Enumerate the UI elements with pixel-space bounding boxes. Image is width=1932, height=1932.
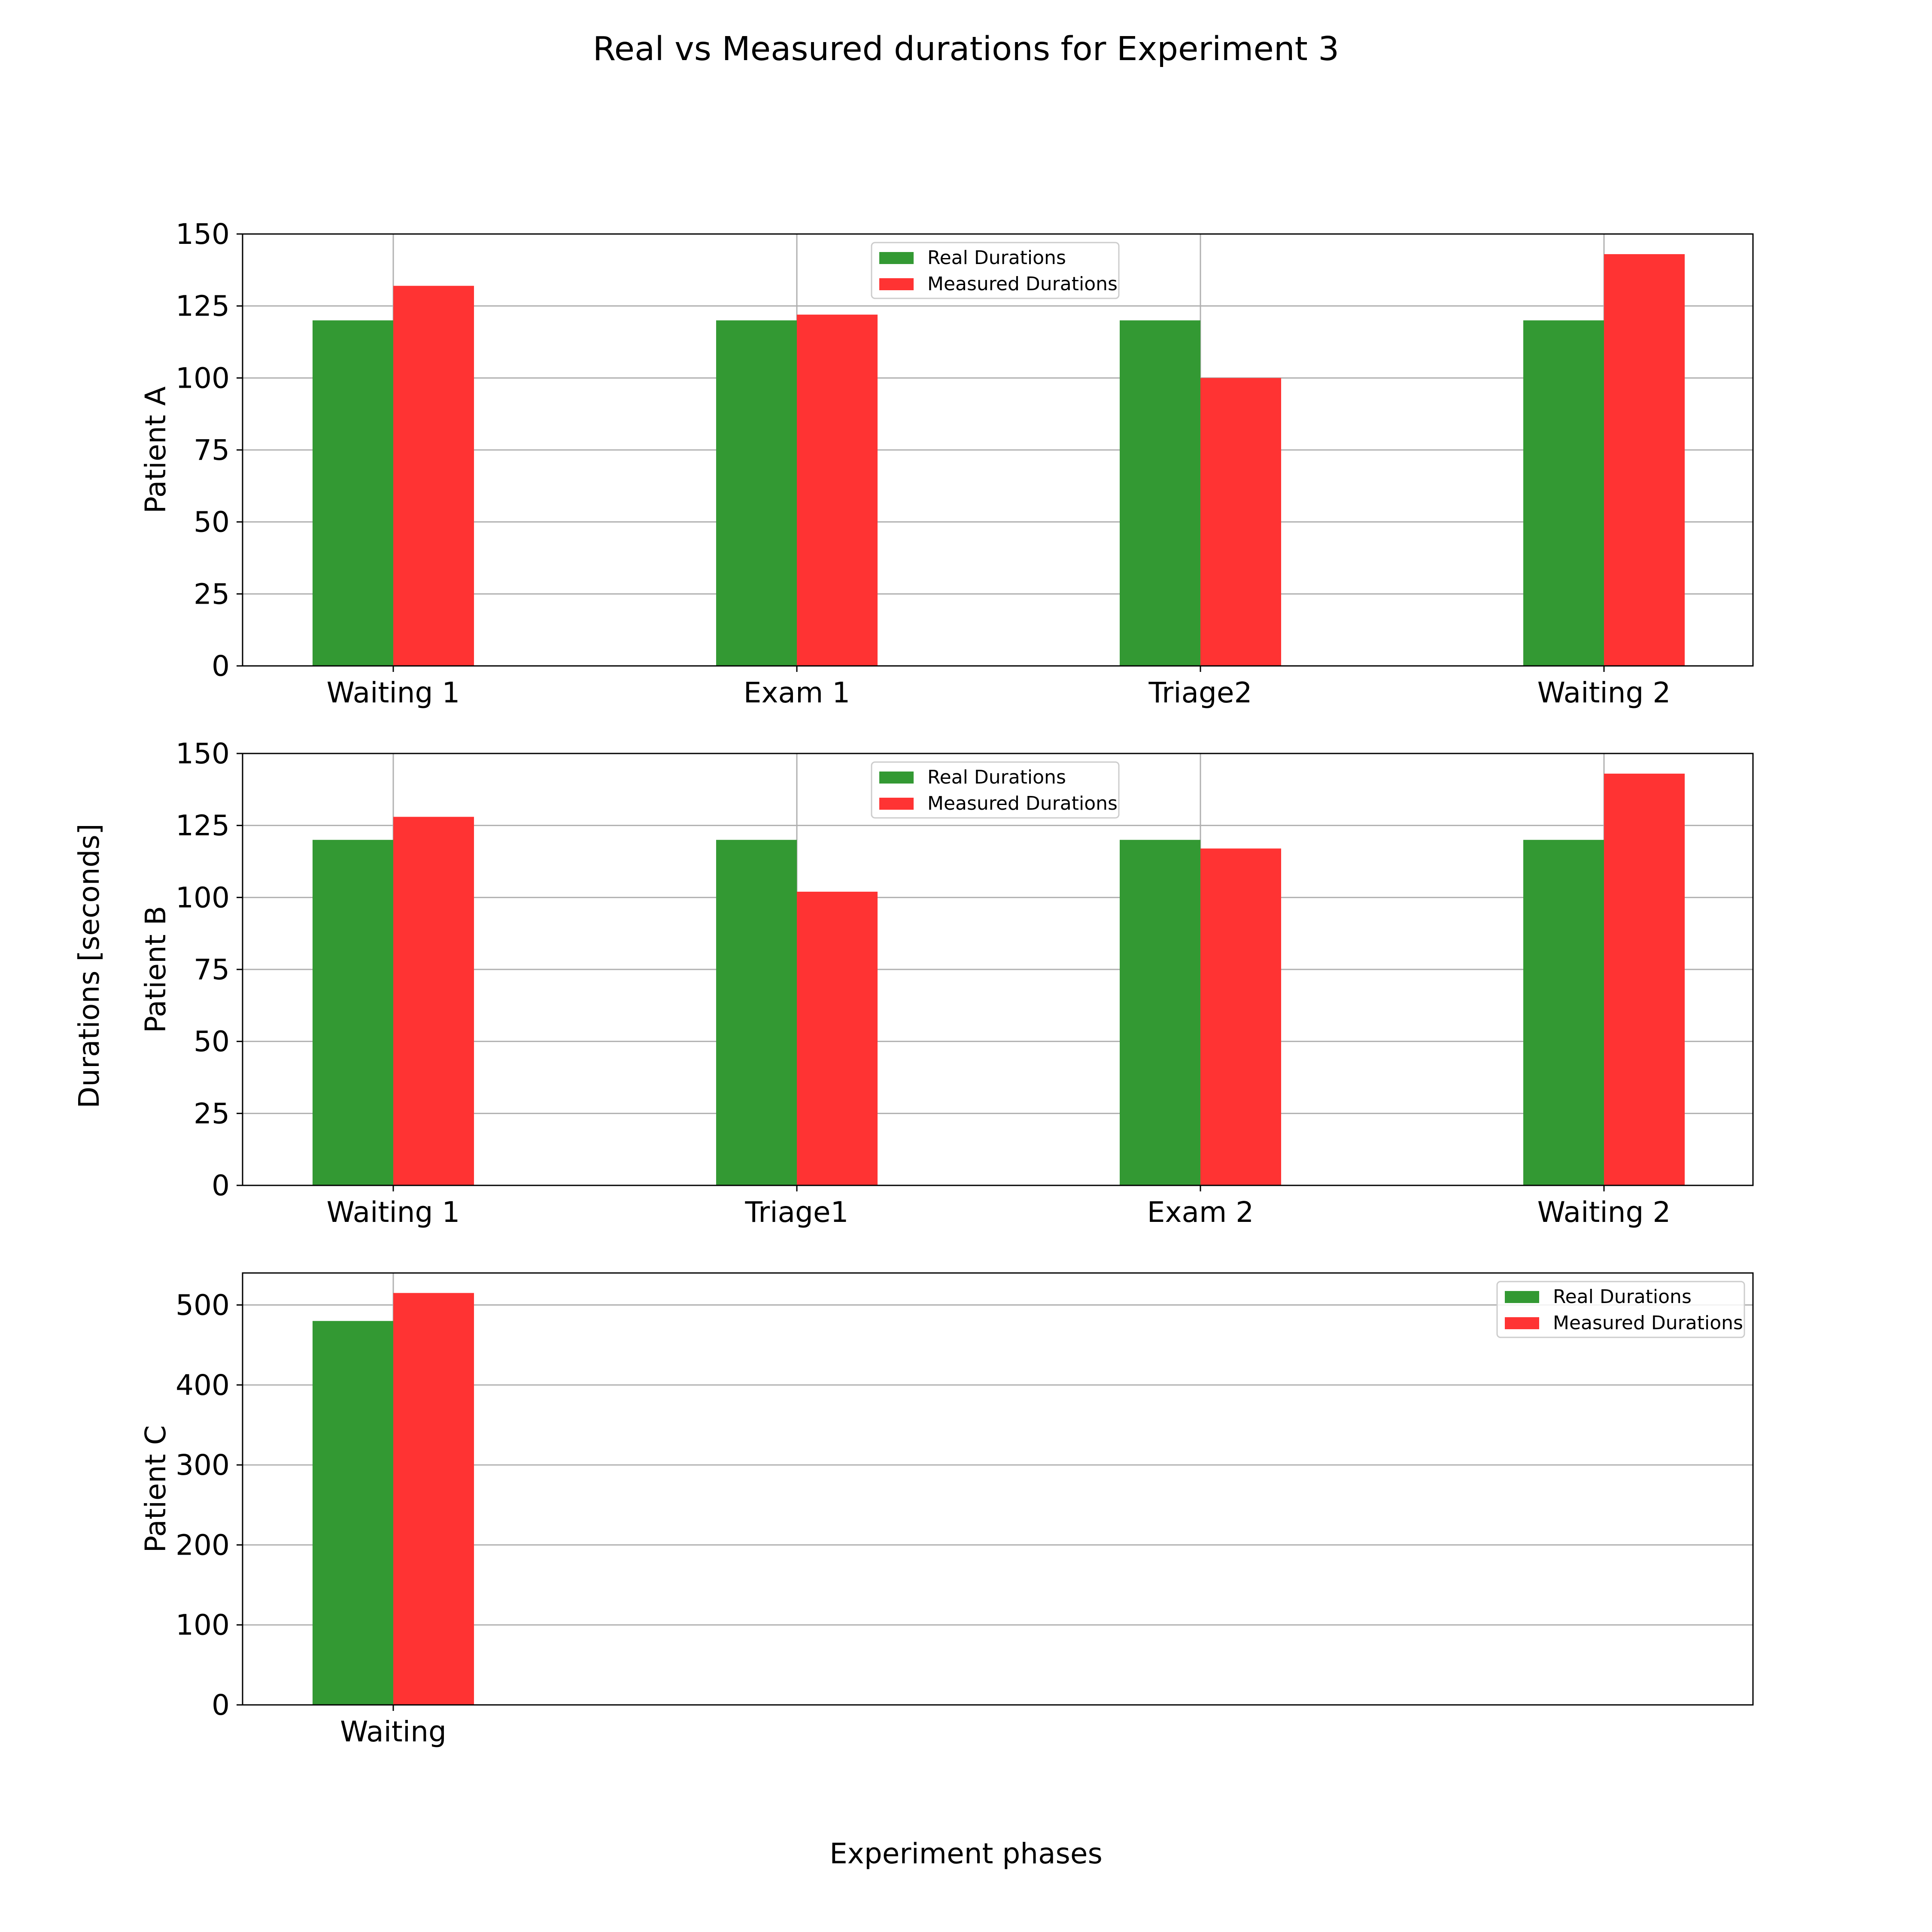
y-tick-label: 0 — [212, 1689, 230, 1722]
subplot-ylabel: Patient C — [139, 1425, 172, 1553]
bar-real-exam-1 — [716, 320, 797, 666]
bar-real-exam-2 — [1120, 840, 1200, 1185]
bar-real-waiting — [313, 1321, 393, 1705]
y-tick-label: 100 — [176, 881, 230, 914]
x-tick-label: Waiting 1 — [327, 676, 460, 709]
figure-xlabel: Experiment phases — [829, 1837, 1103, 1870]
legend-swatch-real — [1505, 1291, 1539, 1303]
bar-measured-triage2 — [1200, 378, 1281, 666]
x-tick-label: Waiting 2 — [1537, 1196, 1671, 1229]
legend-label-measured: Measured Durations — [927, 793, 1118, 814]
legend-label-real: Real Durations — [927, 766, 1066, 788]
bar-measured-waiting-2 — [1604, 254, 1685, 666]
y-tick-label: 100 — [176, 1609, 230, 1642]
y-tick-label: 200 — [176, 1528, 230, 1561]
subplot-ylabel: Patient B — [139, 906, 172, 1033]
bar-measured-waiting-2 — [1604, 773, 1685, 1185]
legend: Real Durations Measured Durations — [1496, 1281, 1745, 1338]
x-tick-label: Exam 1 — [744, 676, 850, 709]
subplot-2: 0 25 50 75 100 125 150 Waiting 1 Triage1 Exam 2 Wa… — [139, 737, 1754, 1229]
legend-box — [871, 242, 1120, 299]
legend-label-measured: Measured Durations — [1553, 1312, 1743, 1334]
legend-swatch-measured — [879, 278, 914, 290]
x-tick-label: Exam 2 — [1147, 1196, 1254, 1229]
y-tick-label: 125 — [176, 809, 230, 842]
bar-real-waiting-1 — [313, 320, 393, 666]
y-tick-label: 150 — [176, 737, 230, 770]
y-tick-label: 0 — [212, 650, 230, 683]
legend-box — [1496, 1281, 1745, 1338]
axes-frame — [242, 1272, 1754, 1706]
y-tick-label: 75 — [194, 953, 230, 986]
legend-swatch-measured — [1505, 1317, 1539, 1329]
bar-measured-exam-1 — [797, 314, 878, 666]
legend-label-measured: Measured Durations — [927, 273, 1118, 295]
bar-measured-waiting-1 — [393, 286, 474, 666]
bar-measured-exam-2 — [1200, 848, 1281, 1185]
y-tick-label: 150 — [176, 218, 230, 251]
bar-real-waiting-2 — [1523, 840, 1604, 1185]
bar-real-waiting-1 — [313, 840, 393, 1185]
subplot-ylabel: Patient A — [139, 386, 172, 513]
x-tick-label: Waiting — [340, 1715, 447, 1748]
legend-label-real: Real Durations — [1553, 1286, 1692, 1308]
bar-measured-triage1 — [797, 891, 878, 1185]
y-tick-label: 500 — [176, 1289, 230, 1322]
subplots: 0 25 50 75 100 125 150 Waiting 1 Exam 1 Triage2 Wa… — [139, 218, 1754, 1748]
figure-title: Real vs Measured durations for Experimen… — [593, 30, 1340, 68]
y-tick-label: 75 — [194, 434, 230, 467]
y-tick-label: 0 — [212, 1169, 230, 1202]
y-tick-label: 300 — [176, 1449, 230, 1482]
y-tick-label: 100 — [176, 361, 230, 395]
bar-real-triage2 — [1120, 320, 1200, 666]
x-tick-label: Waiting 1 — [327, 1196, 460, 1229]
legend-swatch-measured — [879, 798, 914, 810]
y-tick-label: 50 — [194, 1025, 230, 1058]
legend-swatch-real — [879, 772, 914, 784]
y-tick-label: 125 — [176, 290, 230, 323]
legend-swatch-real — [879, 252, 914, 264]
bar-real-waiting-2 — [1523, 320, 1604, 666]
subplot-1: 0 25 50 75 100 125 150 Waiting 1 Exam 1 Triage2 Wa… — [139, 218, 1754, 709]
y-tick-label: 400 — [176, 1369, 230, 1402]
x-tick-label: Waiting 2 — [1537, 676, 1671, 709]
legend-label-real: Real Durations — [927, 247, 1066, 269]
bar-real-triage1 — [716, 840, 797, 1185]
y-tick-label: 25 — [194, 1097, 230, 1130]
x-tick-label: Triage1 — [744, 1196, 848, 1229]
subplot-3: 0 100 200 300 400 500 Waiting Patient C Real Dur… — [139, 1272, 1754, 1748]
x-tick-label: Triage2 — [1148, 676, 1252, 709]
bar-measured-waiting-1 — [393, 817, 474, 1185]
legend: Real Durations Measured Durations — [871, 242, 1120, 299]
y-tick-label: 25 — [194, 577, 230, 611]
bar-measured-waiting — [393, 1293, 474, 1705]
legend-box — [871, 761, 1120, 819]
y-tick-label: 50 — [194, 506, 230, 539]
figure-ylabel: Durations [seconds] — [73, 823, 106, 1108]
legend: Real Durations Measured Durations — [871, 761, 1120, 819]
